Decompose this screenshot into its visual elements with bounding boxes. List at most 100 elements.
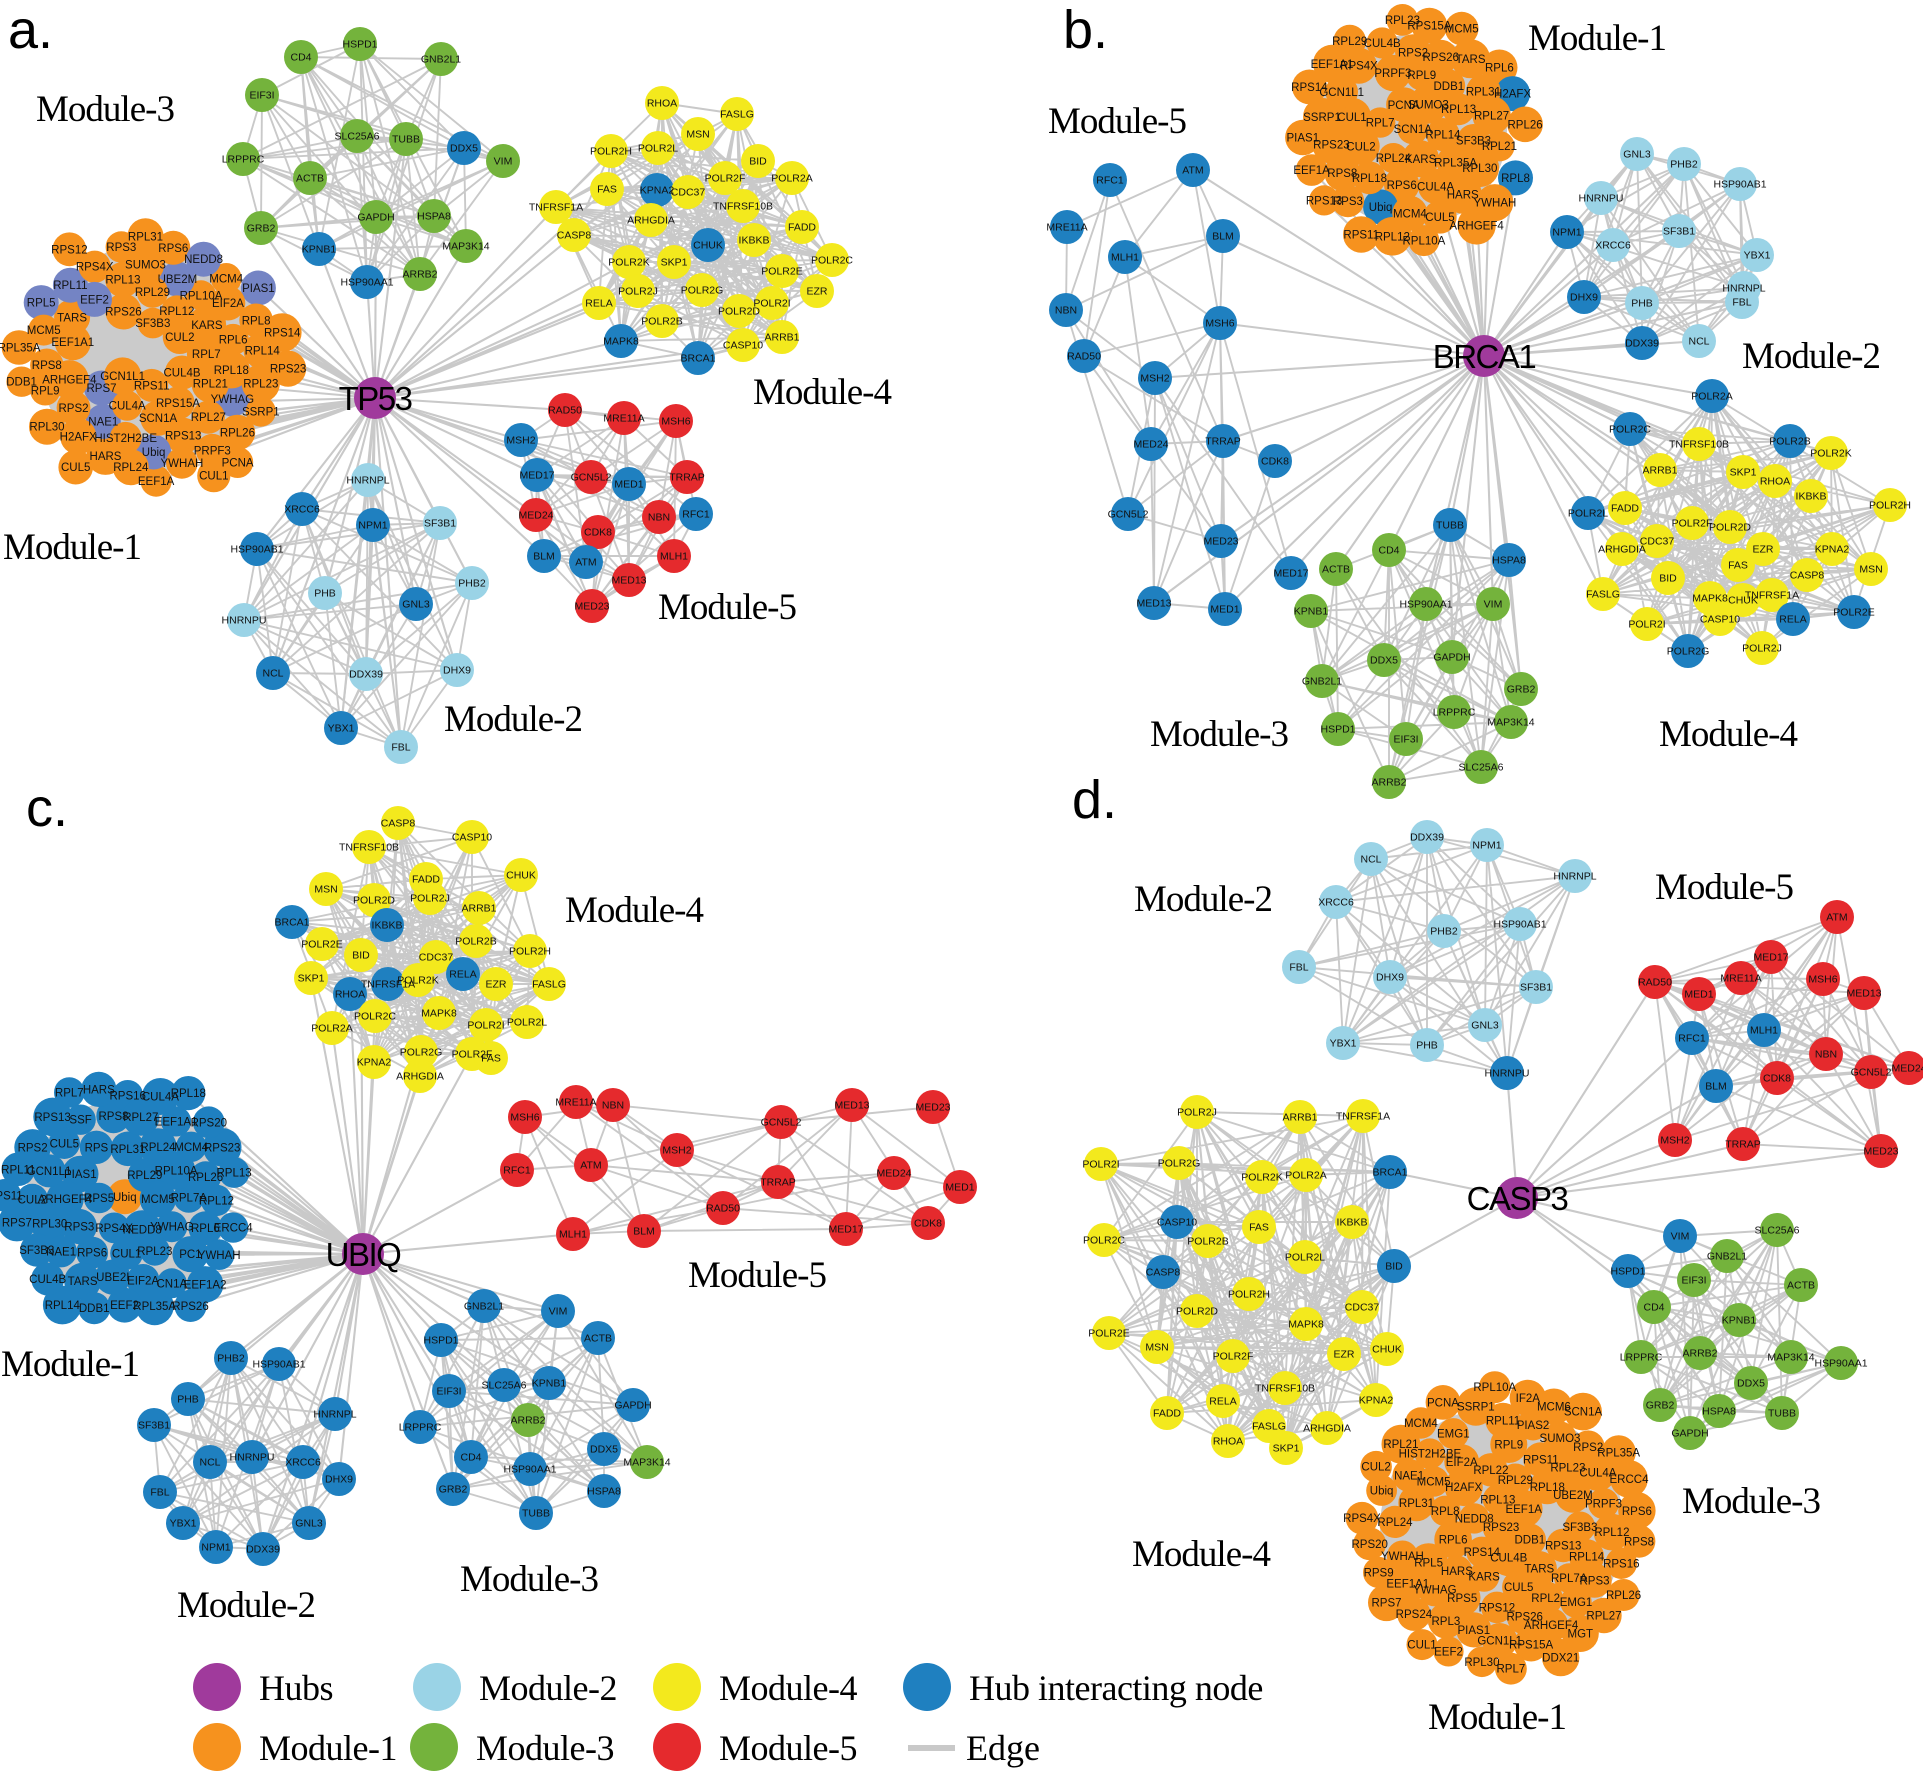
- svg-text:GNB2L1: GNB2L1: [421, 54, 461, 66]
- svg-text:POLR2I: POLR2I: [1082, 1159, 1119, 1171]
- svg-text:CUL2: CUL2: [1361, 1462, 1390, 1474]
- svg-text:DHX9: DHX9: [325, 1474, 353, 1486]
- svg-text:MED13: MED13: [1136, 598, 1171, 610]
- svg-text:PIAS1: PIAS1: [64, 1169, 97, 1181]
- svg-text:RPL14: RPL14: [1425, 130, 1461, 142]
- svg-text:MED17: MED17: [519, 470, 554, 482]
- svg-text:RPL5: RPL5: [1414, 1557, 1443, 1569]
- svg-text:RPL29: RPL29: [135, 287, 170, 299]
- svg-text:CN1A: CN1A: [156, 1278, 187, 1290]
- svg-text:CHUK: CHUK: [506, 870, 536, 882]
- svg-text:MED13: MED13: [834, 1100, 869, 1112]
- svg-text:POLR2I: POLR2I: [1628, 619, 1665, 631]
- svg-text:NCL: NCL: [199, 1457, 220, 1469]
- svg-text:RPL18: RPL18: [214, 365, 249, 377]
- svg-text:Module-5: Module-5: [1048, 101, 1186, 142]
- svg-text:RPS11: RPS11: [1523, 1455, 1559, 1467]
- svg-text:KPNA2: KPNA2: [1815, 544, 1850, 556]
- svg-text:SCN1A: SCN1A: [1564, 1407, 1603, 1419]
- svg-text:RPS8: RPS8: [32, 360, 62, 372]
- svg-text:Module-5: Module-5: [719, 1728, 857, 1768]
- svg-text:RHOA: RHOA: [335, 989, 365, 1001]
- svg-text:RPL30: RPL30: [32, 1219, 67, 1231]
- svg-text:BID: BID: [1385, 1261, 1403, 1273]
- svg-text:HSP90AB1: HSP90AB1: [252, 1359, 305, 1371]
- svg-text:MAP3K14: MAP3K14: [442, 241, 489, 253]
- svg-text:H2AFX: H2AFX: [60, 431, 97, 443]
- svg-text:RPS5: RPS5: [1447, 1593, 1477, 1605]
- svg-text:KPNA2: KPNA2: [357, 1057, 392, 1069]
- svg-text:KPNA2: KPNA2: [1359, 1395, 1394, 1407]
- svg-text:RPL29: RPL29: [1332, 36, 1367, 48]
- svg-text:RPL18: RPL18: [1530, 1482, 1565, 1494]
- svg-text:KPNB1: KPNB1: [1294, 606, 1329, 618]
- svg-text:MCM5: MCM5: [27, 325, 61, 337]
- svg-text:POLR2E: POLR2E: [761, 266, 802, 278]
- svg-text:HSPD1: HSPD1: [342, 39, 377, 51]
- svg-text:MED23: MED23: [915, 1102, 950, 1114]
- svg-text:DDX21: DDX21: [1542, 1653, 1579, 1665]
- svg-text:TARS: TARS: [1524, 1564, 1554, 1576]
- svg-text:DDX5: DDX5: [590, 1444, 618, 1456]
- svg-text:GCN5L2: GCN5L2: [761, 1117, 802, 1129]
- svg-text:KPNB1: KPNB1: [532, 1378, 567, 1390]
- svg-text:SKP1: SKP1: [1273, 1443, 1300, 1455]
- svg-text:RPL6: RPL6: [219, 335, 248, 347]
- svg-text:CDK8: CDK8: [584, 527, 612, 539]
- svg-text:RPL7: RPL7: [192, 349, 221, 361]
- svg-text:MCM4: MCM4: [1393, 208, 1427, 220]
- svg-text:RPS23: RPS23: [1483, 1522, 1519, 1534]
- svg-text:PCNA: PCNA: [1427, 1397, 1459, 1409]
- svg-text:RFC1: RFC1: [1096, 175, 1124, 187]
- svg-text:LRPPRC: LRPPRC: [222, 154, 265, 166]
- svg-text:EIF3I: EIF3I: [249, 90, 274, 102]
- svg-text:HSPA8: HSPA8: [587, 1486, 621, 1498]
- svg-text:SCN1A: SCN1A: [1394, 124, 1433, 136]
- svg-text:IKBKB: IKBKB: [1796, 491, 1827, 503]
- svg-text:NCL: NCL: [1688, 336, 1709, 348]
- svg-text:CD4: CD4: [1378, 545, 1399, 557]
- svg-text:EIF2A: EIF2A: [212, 298, 244, 310]
- svg-text:YBX1: YBX1: [328, 723, 355, 735]
- svg-text:BRCA1: BRCA1: [1433, 338, 1536, 375]
- svg-text:LRPPRC: LRPPRC: [1620, 1352, 1663, 1364]
- svg-text:RPL11: RPL11: [53, 280, 87, 292]
- svg-text:CUL5: CUL5: [50, 1138, 79, 1150]
- svg-text:RHOA: RHOA: [1760, 476, 1790, 488]
- svg-text:MED13: MED13: [611, 575, 646, 587]
- svg-text:MRE11A: MRE11A: [1046, 222, 1087, 234]
- svg-text:MAPK8: MAPK8: [603, 336, 639, 348]
- svg-text:RAD50: RAD50: [1067, 351, 1101, 363]
- svg-text:Module-3: Module-3: [36, 89, 174, 130]
- svg-text:RPL26: RPL26: [220, 428, 255, 440]
- svg-text:IKBKB: IKBKB: [1337, 1217, 1368, 1229]
- svg-text:RPL24: RPL24: [140, 1142, 176, 1154]
- svg-text:NPM1: NPM1: [1472, 840, 1501, 852]
- svg-text:RFC1: RFC1: [503, 1165, 531, 1177]
- svg-text:ARHGDIA: ARHGDIA: [1303, 1423, 1351, 1435]
- svg-text:RPS11: RPS11: [134, 381, 170, 393]
- svg-text:CUL2: CUL2: [18, 1195, 47, 1207]
- svg-text:MLH1: MLH1: [1111, 252, 1139, 264]
- svg-text:RPL21: RPL21: [1383, 1439, 1418, 1451]
- svg-text:RPL22: RPL22: [1473, 1465, 1508, 1477]
- svg-text:MAP3K14: MAP3K14: [1767, 1352, 1814, 1364]
- svg-text:EMG1: EMG1: [1560, 1597, 1593, 1609]
- svg-text:BRCA1: BRCA1: [274, 917, 309, 929]
- svg-text:POLR2B: POLR2B: [455, 936, 496, 948]
- svg-text:GNB2L1: GNB2L1: [1707, 1251, 1747, 1263]
- svg-text:HNRNPL: HNRNPL: [313, 1409, 356, 1421]
- svg-text:SSRP1: SSRP1: [1457, 1402, 1495, 1414]
- svg-text:SKP1: SKP1: [661, 257, 688, 269]
- svg-text:RPS7: RPS7: [1371, 1598, 1401, 1610]
- svg-text:RPL24: RPL24: [1376, 153, 1412, 165]
- svg-text:XRCC6: XRCC6: [1595, 240, 1631, 252]
- svg-text:MSN: MSN: [1145, 1342, 1168, 1354]
- svg-text:GNL3: GNL3: [1471, 1020, 1499, 1032]
- svg-text:MSN: MSN: [1859, 564, 1882, 576]
- svg-text:PRPF3: PRPF3: [1585, 1499, 1622, 1511]
- svg-text:BID: BID: [352, 950, 370, 962]
- svg-text:SF3B1: SF3B1: [138, 1420, 170, 1432]
- svg-text:RPL35A: RPL35A: [133, 1301, 176, 1313]
- svg-text:POLR2D: POLR2D: [1709, 522, 1751, 534]
